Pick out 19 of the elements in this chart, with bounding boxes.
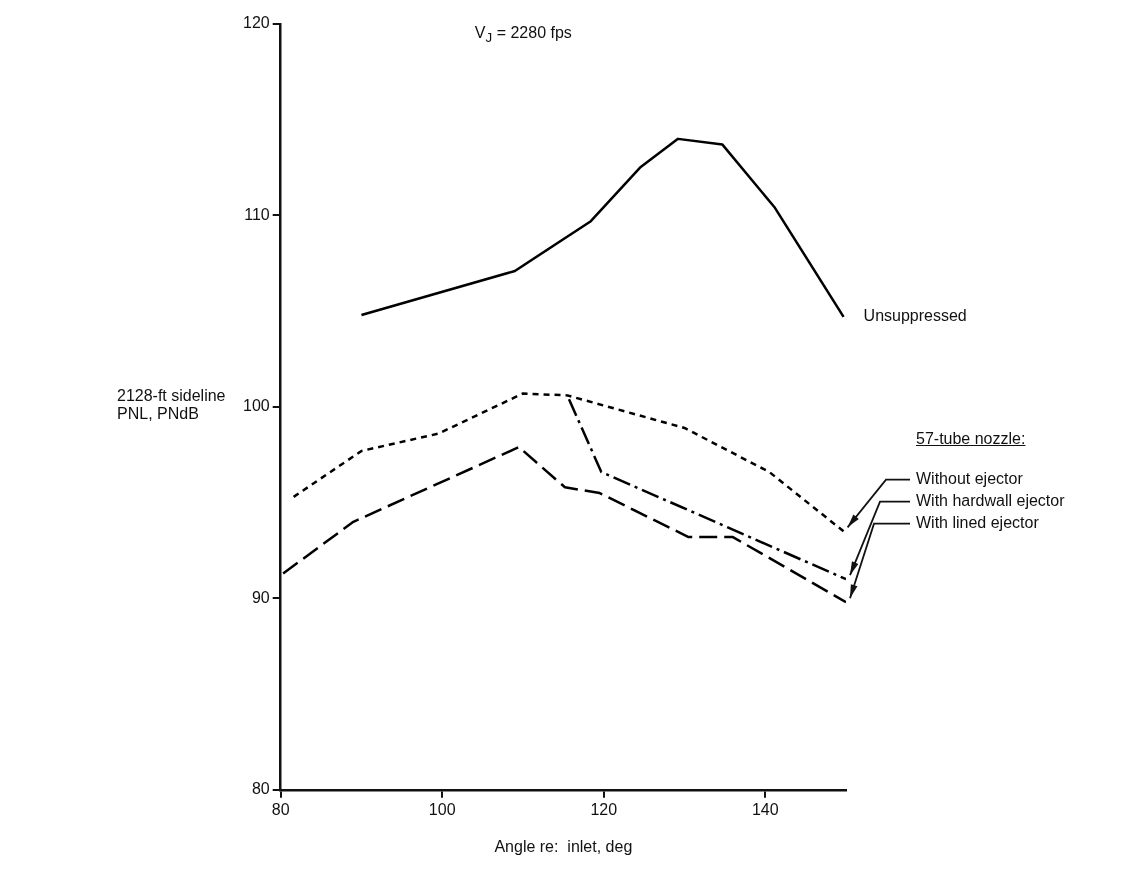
- x-tick-label: 120: [590, 800, 618, 818]
- y-tick-label: 110: [244, 205, 270, 223]
- x-tick-label: 140: [751, 800, 779, 818]
- text: With hardwall ejector: [916, 492, 1066, 510]
- series-label: Unsuppressed: [863, 307, 967, 325]
- text: Without ejector: [916, 470, 1024, 488]
- y-axis-title: 2128-ft sideline PNL, PNdB: [117, 386, 226, 423]
- y-tick-label: 120: [242, 14, 270, 32]
- chart-title: V$_{J}$ = 2280 fps: [474, 24, 572, 46]
- y-tick-label: 80: [251, 780, 270, 798]
- line-series: [281, 445, 846, 604]
- y-tick-label: 100: [242, 397, 270, 415]
- legend-title: 57-tube nozzle:: [916, 429, 1026, 448]
- text: With lined ejector: [916, 514, 1040, 532]
- x-axis-title: Angle re: inlet, deg: [494, 837, 633, 856]
- x-tick-label: 100: [428, 800, 456, 818]
- line-series: [292, 392, 845, 533]
- x-tick-label: 80: [271, 800, 290, 818]
- y-tick-label: 90: [251, 588, 270, 606]
